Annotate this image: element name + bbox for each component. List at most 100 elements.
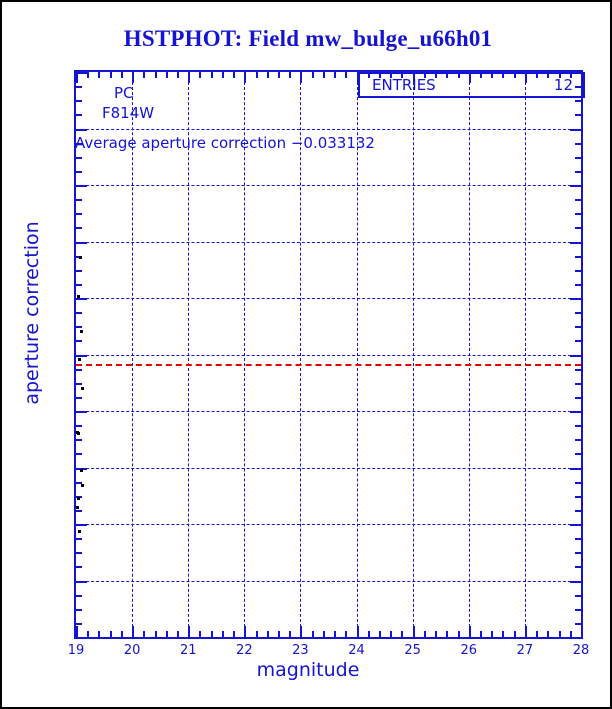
y-tick-major — [76, 524, 87, 526]
y-tick-major — [76, 298, 87, 300]
y-tick-minor — [76, 170, 82, 173]
x-axis-title: magnitude — [256, 659, 360, 681]
y-tick-minor — [76, 283, 82, 286]
y-tick-minor — [575, 142, 581, 145]
x-tick-major — [524, 626, 527, 637]
x-tick-minor — [165, 72, 168, 78]
y-tick-minor — [76, 312, 82, 315]
y-tick-minor — [575, 425, 581, 428]
y-tick-major — [76, 411, 87, 413]
x-tick-minor — [435, 631, 438, 637]
y-tick-major — [76, 354, 87, 357]
x-tick-minor — [109, 72, 112, 78]
y-tick-major — [570, 128, 581, 131]
gridline-horizontal — [76, 185, 581, 186]
x-tick-major — [300, 626, 303, 637]
x-tick-minor — [266, 631, 269, 637]
y-tick-minor — [575, 340, 581, 343]
x-tick-minor — [233, 631, 236, 637]
y-tick-minor — [76, 114, 82, 117]
x-tick-minor — [401, 72, 404, 78]
y-tick-minor — [575, 199, 581, 202]
y-tick-major — [570, 524, 581, 526]
data-point — [80, 386, 84, 390]
data-point — [79, 469, 83, 473]
y-tick-major — [76, 128, 87, 131]
y-tick-major — [570, 354, 581, 357]
y-tick-minor — [76, 156, 82, 159]
page-title: HSTPHOT: Field mw_bulge_u66h01 — [123, 26, 493, 51]
y-tick-minor — [575, 552, 581, 555]
x-tick-label: 22 — [236, 643, 253, 658]
x-tick-label: 27 — [516, 643, 534, 658]
x-tick-minor — [457, 72, 460, 78]
x-tick-minor — [558, 72, 561, 78]
x-tick-minor — [334, 72, 337, 78]
x-tick-minor — [165, 631, 168, 637]
x-tick-minor — [98, 631, 101, 637]
gridline-horizontal — [76, 524, 581, 525]
x-tick-major — [412, 626, 415, 637]
data-point — [77, 431, 81, 435]
x-tick-minor — [502, 631, 505, 637]
y-tick-minor — [76, 622, 82, 625]
y-tick-minor — [76, 213, 82, 216]
y-tick-minor — [575, 495, 581, 498]
x-tick-minor — [221, 72, 224, 78]
x-tick-minor — [311, 72, 314, 78]
x-tick-major — [244, 626, 247, 637]
x-tick-minor — [334, 631, 337, 637]
x-tick-minor — [233, 72, 236, 78]
x-tick-minor — [87, 631, 90, 637]
y-tick-minor — [575, 608, 581, 611]
y-tick-minor — [575, 283, 581, 286]
x-tick-minor — [266, 72, 269, 78]
x-tick-minor — [547, 631, 550, 637]
gridline-horizontal — [76, 411, 581, 412]
gridline-horizontal — [76, 467, 581, 469]
x-tick-minor — [345, 72, 348, 78]
y-tick-minor — [575, 255, 581, 258]
y-tick-minor — [76, 439, 82, 442]
y-tick-minor — [575, 622, 581, 625]
y-tick-minor — [575, 114, 581, 117]
y-tick-major — [76, 580, 87, 583]
x-tick-label: 26 — [460, 643, 478, 658]
x-tick-minor — [446, 631, 449, 637]
x-tick-minor — [435, 72, 438, 78]
y-tick-minor — [76, 382, 82, 385]
x-tick-minor — [210, 631, 213, 637]
x-tick-minor — [177, 72, 179, 78]
x-tick-minor — [322, 72, 325, 78]
x-tick-minor — [569, 631, 572, 637]
x-tick-minor — [154, 631, 157, 637]
y-tick-major — [570, 580, 581, 583]
plot-area — [76, 72, 581, 637]
x-tick-label: 19 — [67, 643, 85, 658]
y-tick-minor — [76, 142, 82, 145]
x-tick-minor — [120, 631, 123, 637]
x-tick-label: 28 — [572, 643, 590, 658]
y-axis-title: aperture correction — [21, 221, 43, 405]
x-tick-minor — [423, 631, 426, 637]
y-tick-minor — [575, 396, 581, 399]
x-tick-label: 20 — [123, 643, 141, 658]
x-tick-minor — [199, 72, 202, 78]
y-tick-minor — [575, 312, 581, 315]
x-tick-major — [412, 72, 415, 83]
x-tick-minor — [390, 72, 393, 78]
data-point — [76, 496, 80, 500]
x-tick-minor — [558, 631, 561, 637]
x-tick-minor — [120, 72, 123, 78]
x-tick-minor — [367, 631, 370, 637]
x-tick-label: 24 — [348, 643, 365, 658]
x-tick-major — [356, 626, 359, 637]
x-tick-minor — [446, 72, 449, 78]
y-tick-minor — [575, 269, 581, 272]
y-tick-minor — [76, 86, 82, 89]
y-tick-minor — [575, 538, 581, 541]
x-tick-minor — [154, 72, 157, 78]
y-tick-minor — [76, 538, 82, 541]
x-tick-minor — [569, 72, 572, 78]
x-tick-minor — [491, 631, 494, 637]
